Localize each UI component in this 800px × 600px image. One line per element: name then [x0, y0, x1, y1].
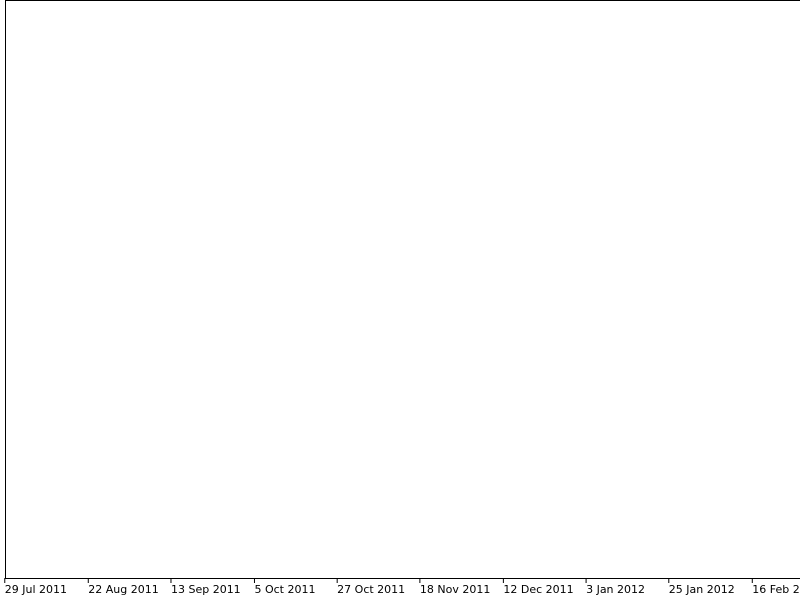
x-tick-label: 29 Jul 2011: [5, 583, 67, 596]
x-tick-label: 5 Oct 2011: [254, 583, 315, 596]
x-tick-label: 3 Jan 2012: [586, 583, 645, 596]
x-tick-label: 25 Jan 2012: [669, 583, 735, 596]
x-axis: 29 Jul 2011 22 Aug 2011 13 Sep 2011 5 Oct 2…: [4, 578, 800, 596]
x-tick-label: 12 Dec 2011: [503, 583, 573, 596]
x-tick-label: 16 Feb 2012: [752, 583, 800, 596]
x-tick-label: 22 Aug 2011: [88, 583, 158, 596]
x-tick-label: 13 Sep 2011: [171, 583, 241, 596]
x-tick-label: 18 Nov 2011: [420, 583, 490, 596]
x-tick-label: 27 Oct 2011: [337, 583, 405, 596]
